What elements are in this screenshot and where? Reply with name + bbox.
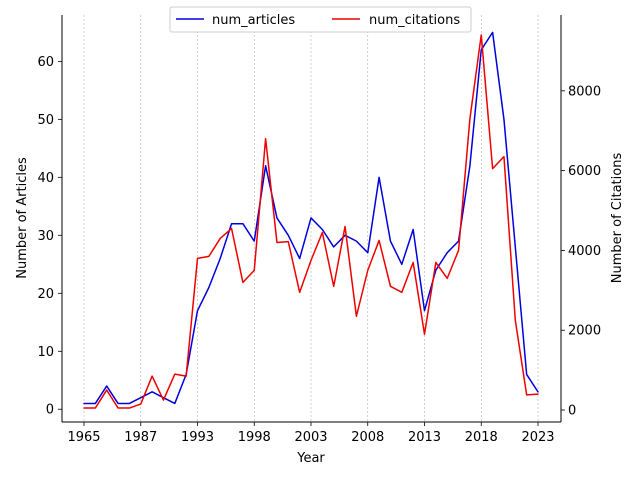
y-left-tick-label: 50 xyxy=(37,113,54,128)
axes xyxy=(61,15,562,423)
x-tick-label: 2023 xyxy=(521,430,554,445)
y-right-tick-label: 4000 xyxy=(568,244,601,259)
legend-box xyxy=(169,6,472,33)
series-layer xyxy=(83,31,539,409)
legend-label-num-articles: num_articles xyxy=(212,13,295,28)
y-left-tick-label: 20 xyxy=(37,287,54,302)
y-left-tick-label: 30 xyxy=(37,229,54,244)
x-tick-label: 2013 xyxy=(408,430,441,445)
x-tick-label: 2008 xyxy=(351,430,384,445)
y-right-tick-label: 8000 xyxy=(568,84,601,99)
y-left-tick-label: 60 xyxy=(37,55,54,70)
y-right-tick-label: 0 xyxy=(568,404,576,419)
series-line-num-citations xyxy=(83,34,539,409)
x-tick-label: 2018 xyxy=(465,430,498,445)
y-left-tick-label: 10 xyxy=(37,345,54,360)
series-line-num-articles xyxy=(83,31,539,405)
ticks: 1965 1987 1993 1998 2003 2008 2013 2018 2023 0 10 2… xyxy=(37,55,601,445)
x-tick-label: 2003 xyxy=(294,430,327,445)
y-left-tick-label: 0 xyxy=(46,403,54,418)
legend-label-num-citations: num_citations xyxy=(369,13,460,28)
x-axis-label: Year xyxy=(296,451,325,466)
x-tick-label: 1965 xyxy=(67,430,100,445)
y-right-tick-label: 2000 xyxy=(568,324,601,339)
x-tick-label: 1998 xyxy=(238,430,271,445)
y-left-tick-label: 40 xyxy=(37,171,54,186)
y-axis-right-label: Number of Citations xyxy=(610,153,625,284)
legend: num_articles num_citations xyxy=(169,6,472,33)
y-axis-left-label: Number of Articles xyxy=(15,157,30,279)
x-tick-label: 1987 xyxy=(124,430,157,445)
x-tick-label: 1993 xyxy=(181,430,214,445)
y-right-tick-label: 6000 xyxy=(568,164,601,179)
